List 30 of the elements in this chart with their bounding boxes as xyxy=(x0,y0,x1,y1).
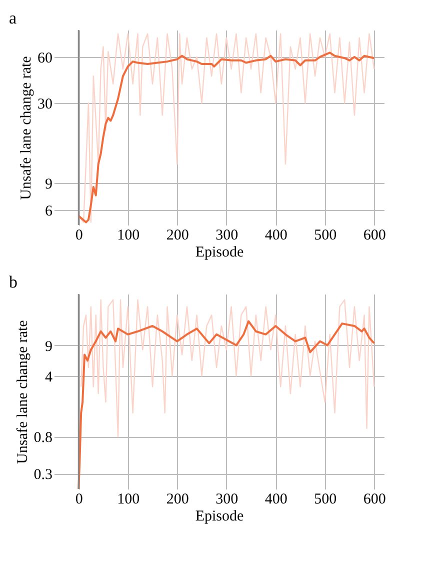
x-tick-label: 0 xyxy=(75,228,83,244)
y-tick-label: 4 xyxy=(45,369,53,386)
y-tick-label: 0.3 xyxy=(34,467,52,484)
x-tick-label: 200 xyxy=(166,228,189,244)
y-tick-label: 9 xyxy=(45,176,52,193)
chart-title: b xyxy=(9,272,18,292)
y-tick-label: 6 xyxy=(45,204,53,220)
x-tick-label: 400 xyxy=(264,492,288,508)
y-tick-label: 0.8 xyxy=(34,430,52,446)
y-axis-title: Unsafe lane change rate xyxy=(14,320,31,464)
x-tick-label: 100 xyxy=(117,228,140,244)
x-tick-label: 300 xyxy=(216,228,238,244)
x-tick-label: 600 xyxy=(363,228,386,244)
line-series xyxy=(80,299,375,438)
x-tick-label: 400 xyxy=(264,228,288,244)
x-tick-label: 100 xyxy=(117,492,140,508)
chart-title: a xyxy=(9,8,17,28)
y-axis-title: Unsafe lane change rate xyxy=(18,56,34,200)
x-tick-label: 0 xyxy=(75,492,83,508)
x-axis-title: Episode xyxy=(195,244,244,260)
x-tick-label: 500 xyxy=(314,492,337,508)
x-axis-title: Episode xyxy=(195,508,244,524)
line-series xyxy=(78,320,376,489)
x-tick-label: 500 xyxy=(314,228,337,244)
x-tick-label: 200 xyxy=(166,492,189,508)
y-tick-label: 9 xyxy=(45,338,52,355)
x-tick-label: 300 xyxy=(216,492,238,508)
y-tick-label: 30 xyxy=(38,96,52,113)
y-tick-label: 60 xyxy=(38,50,52,66)
x-tick-label: 600 xyxy=(363,492,386,508)
